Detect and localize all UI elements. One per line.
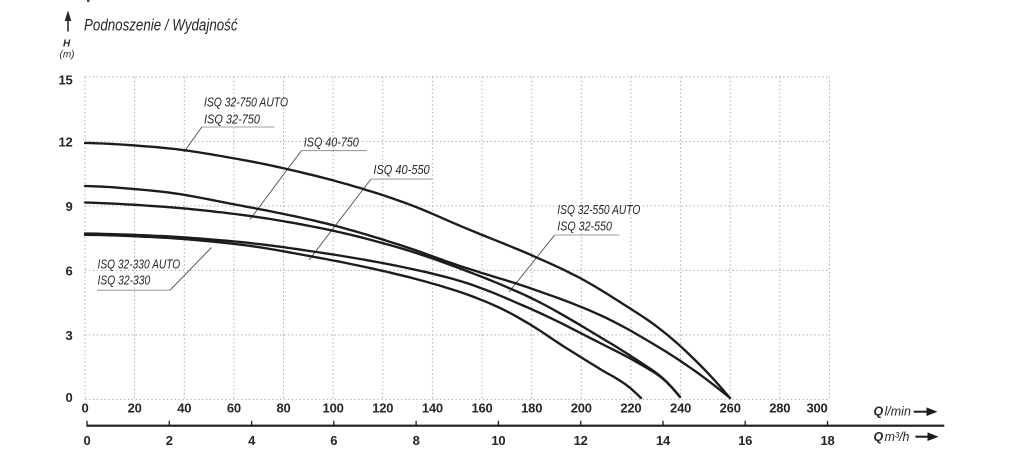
svg-text:ISQ 32-550 AUTO: ISQ 32-550 AUTO <box>557 202 640 217</box>
svg-text:3: 3 <box>65 328 72 343</box>
svg-text:6: 6 <box>65 263 72 278</box>
svg-text:16: 16 <box>738 433 752 448</box>
svg-text:120: 120 <box>372 400 393 415</box>
svg-text:ISQ 32-750 AUTO: ISQ 32-750 AUTO <box>204 95 288 110</box>
svg-text:ISQ 32-330: ISQ 32-330 <box>98 273 151 288</box>
svg-text:18: 18 <box>820 433 834 448</box>
svg-text:10: 10 <box>491 433 505 448</box>
svg-text:80: 80 <box>276 400 290 415</box>
svg-text:Q: Q <box>874 430 884 444</box>
svg-text:ISQ 40-550: ISQ 40-550 <box>373 162 430 177</box>
svg-text:(m): (m) <box>60 50 75 61</box>
svg-text:280: 280 <box>769 400 790 415</box>
svg-text:240: 240 <box>670 400 691 415</box>
svg-text:8: 8 <box>413 433 420 448</box>
svg-text:140: 140 <box>422 400 443 415</box>
svg-text:260: 260 <box>720 400 741 415</box>
svg-text:0: 0 <box>83 433 90 448</box>
svg-text:20: 20 <box>128 400 142 415</box>
svg-text:Podnoszenie / Wydajność: Podnoszenie / Wydajność <box>84 16 238 35</box>
svg-text:m³/h: m³/h <box>885 430 910 444</box>
svg-text:ISQ 40-750: ISQ 40-750 <box>304 135 360 150</box>
svg-text:0: 0 <box>81 400 88 415</box>
svg-text:4: 4 <box>248 433 256 448</box>
svg-text:15: 15 <box>58 72 72 87</box>
svg-text:200: 200 <box>571 400 592 415</box>
svg-text:40: 40 <box>177 400 191 415</box>
svg-text:l/min: l/min <box>885 405 911 419</box>
svg-text:100: 100 <box>323 400 344 415</box>
svg-text:2: 2 <box>166 433 173 448</box>
svg-text:12: 12 <box>574 433 588 448</box>
svg-text:H: H <box>63 39 71 50</box>
svg-text:ISQ 32-330 AUTO: ISQ 32-330 AUTO <box>98 257 181 272</box>
svg-text:60: 60 <box>227 400 241 415</box>
svg-text:12: 12 <box>58 134 72 149</box>
svg-text:0: 0 <box>65 390 72 405</box>
svg-text:ISQ 32-550: ISQ 32-550 <box>557 219 612 234</box>
svg-text:9: 9 <box>65 199 72 214</box>
svg-text:220: 220 <box>620 400 641 415</box>
svg-text:ISQ 32-750: ISQ 32-750 <box>204 112 261 127</box>
svg-text:6: 6 <box>330 433 337 448</box>
svg-text:180: 180 <box>521 400 542 415</box>
svg-text:300: 300 <box>806 400 827 415</box>
svg-text:160: 160 <box>471 400 492 415</box>
svg-text:Q: Q <box>874 405 884 419</box>
svg-text:14: 14 <box>656 433 671 448</box>
